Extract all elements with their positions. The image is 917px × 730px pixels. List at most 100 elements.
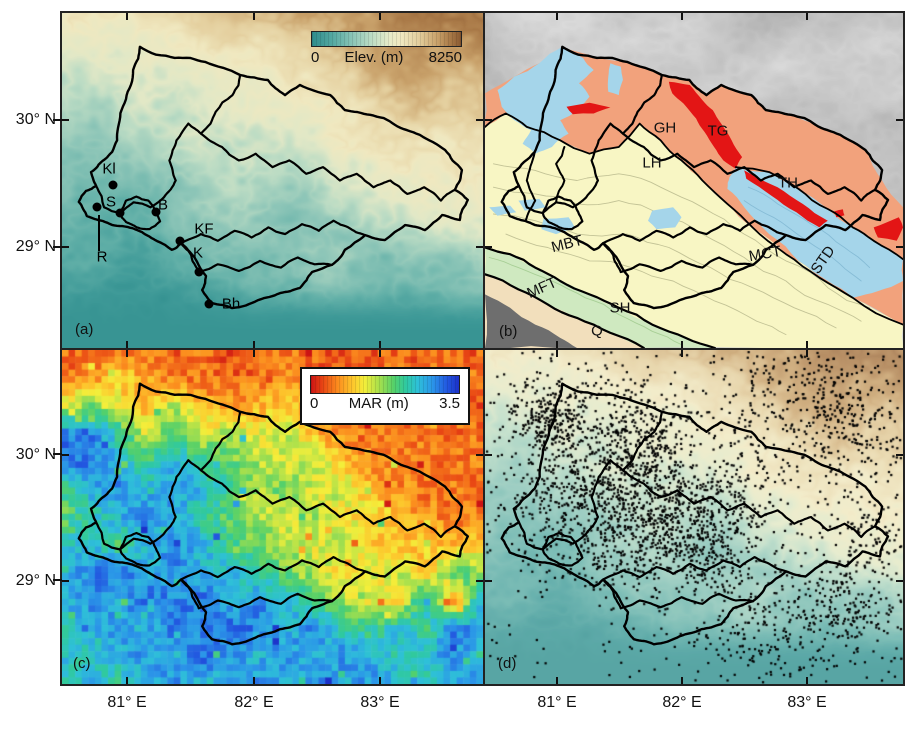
catchment-outer-boundary [500,382,890,646]
ytick-label-29n-top: 29° N [15,238,56,255]
subbasin-divide [517,410,663,551]
xtick-label-82e-right: 82° E [662,694,702,711]
fault-mct [485,112,903,326]
unit-th-tethyan-nw [497,46,594,154]
lake-rara [648,207,682,230]
station-r-leader-line [98,215,100,251]
panel-c-outlines-svg [77,382,469,646]
ytick-label-29n-bottom: 29° N [15,572,56,589]
axis-tick [62,119,69,121]
subbasin-divide [119,531,162,567]
geology-label: GH [653,119,677,137]
subbasin-divide [95,73,242,215]
axis-tick [476,246,483,248]
geology-label: LH [642,154,662,172]
rainfall-colorbar-labels: 0 MAR (m) 3.5 [310,395,460,412]
axis-tick [126,350,128,357]
station-label: Bh [221,295,241,313]
panel-a-letter: (a) [75,321,94,338]
axis-tick [556,350,558,357]
axis-tick [556,13,558,20]
station-dot [92,202,102,212]
station-label: Kl [102,160,116,178]
subbasin-divide [95,410,242,551]
axis-tick [379,350,381,357]
station-dot [194,267,204,277]
subbasin-divide [524,151,537,222]
axis-tick [476,580,483,582]
subbasin-divide [621,132,877,202]
fault-std [734,166,903,261]
ytick-label-30n-bottom: 30° N [15,446,56,463]
structural-trace [743,200,862,282]
panel-b-geology-svg [485,45,903,348]
elevation-colorbar: 0 Elev. (m) 8250 [311,31,462,66]
unit-tg-granite [744,170,828,228]
unit-tg-granite [566,102,611,115]
catchment-outer-boundary [77,45,469,310]
axis-tick [681,350,683,357]
geology-label: TH [778,174,798,192]
axis-tick [379,677,381,684]
subbasin-divide [199,469,456,539]
axis-tick [476,119,483,121]
panel-c-letter: (c) [73,655,91,672]
axis-tick [253,13,255,20]
rainfall-colorbar-min-label: 0 [310,395,319,412]
subbasin-divide [197,592,333,610]
panel-d-epicenter-map: (d) [485,350,903,684]
subbasin-divide [602,578,622,610]
panel-b-letter: (b) [499,323,518,340]
axis-tick [896,119,903,121]
subbasin-divide [541,531,584,567]
subbasin-divide [621,469,877,539]
elevation-colorbar-labels: 0 Elev. (m) 8250 [311,49,462,66]
axis-tick [62,246,69,248]
axis-tick [681,13,683,20]
axis-tick [62,454,69,456]
xtick-label-81e-left: 81° E [107,694,147,711]
axis-tick [53,453,62,455]
station-label: KF [194,220,214,238]
elevation-colorbar-min-label: 0 [311,49,320,66]
axis-tick [126,677,128,684]
xtick-label-81e-right: 81° E [537,694,577,711]
axis-tick [485,454,492,456]
subbasin-divide [619,592,754,610]
panel-a-outlines-svg [77,45,469,310]
station-dot [115,208,125,218]
geology-label: TG [707,122,729,140]
fault-mft [485,273,645,348]
structural-trace [488,257,682,346]
xtick-label-83e-left: 83° E [360,694,400,711]
xtick-label-82e-left: 82° E [234,694,274,711]
elevation-raster-canvas [62,13,483,348]
axis-tick [806,350,808,357]
rainfall-colorbar-gradient [310,375,460,394]
unit-tg-granite [873,217,903,241]
catchment-outer-boundary [77,382,469,646]
axis-tick [556,677,558,684]
unit-dark-grey [485,294,577,348]
unit-sh-siwaliks [485,247,715,348]
panel-c-rainfall-map: 0 MAR (m) 3.5 (c) [62,350,483,684]
station-dot [108,180,118,190]
panel-divider-horizontal [62,348,903,350]
axis-tick [126,341,128,348]
axis-tick [681,341,683,348]
axis-tick [53,246,62,248]
unit-tg-granite [668,81,743,169]
panel-d-letter: (d) [498,655,517,672]
xtick-label-83e-right: 83° E [787,694,827,711]
unit-th-sliver [607,63,623,96]
subbasin-divide [199,132,456,202]
axis-tick [806,677,808,684]
topography-dots-canvas [485,350,903,684]
axis-tick [253,341,255,348]
axis-tick [485,119,492,121]
geology-label: Q [591,322,603,340]
structural-trace [505,233,787,336]
axis-tick [806,13,808,20]
station-label: B [157,196,169,214]
